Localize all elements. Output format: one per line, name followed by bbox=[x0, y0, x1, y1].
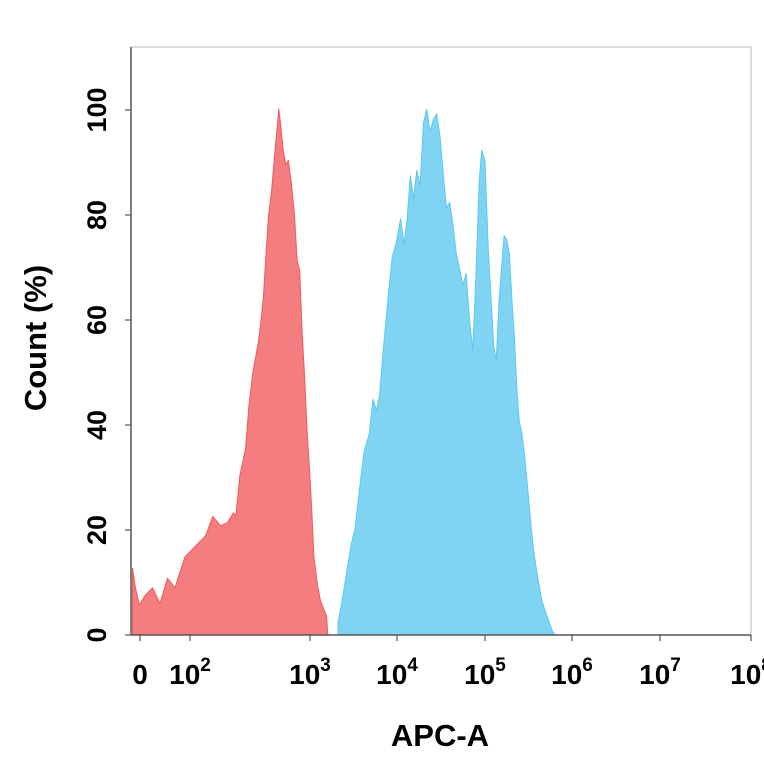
x-tick-label: 108 bbox=[730, 655, 764, 690]
y-tick-label: 40 bbox=[82, 410, 112, 440]
y-tick-label: 0 bbox=[82, 627, 112, 642]
y-tick-label: 60 bbox=[82, 305, 112, 335]
x-tick-label: 106 bbox=[551, 655, 593, 690]
y-tick-label: 20 bbox=[82, 515, 112, 545]
histogram-series-1 bbox=[132, 108, 329, 636]
y-axis-ticks: 0 20 40 60 80 100 bbox=[82, 87, 131, 643]
y-tick-label: 80 bbox=[82, 200, 112, 230]
x-tick-label: 105 bbox=[464, 655, 506, 690]
x-tick-label: 102 bbox=[169, 655, 211, 690]
x-tick-label: 104 bbox=[376, 655, 418, 690]
histogram-series-2 bbox=[337, 109, 557, 636]
y-tick-label: 100 bbox=[82, 87, 112, 132]
plot-frame bbox=[130, 46, 752, 636]
x-axis-label: APC-A bbox=[391, 718, 489, 753]
y-axis-label: Count (%) bbox=[18, 265, 53, 411]
x-tick-label: 107 bbox=[639, 655, 681, 690]
plot-area bbox=[132, 108, 557, 636]
x-axis-ticks: 0 102 103 104 105 106 107 108 bbox=[132, 635, 764, 690]
x-tick-label: 0 bbox=[132, 659, 148, 690]
x-tick-label: 103 bbox=[289, 655, 331, 690]
